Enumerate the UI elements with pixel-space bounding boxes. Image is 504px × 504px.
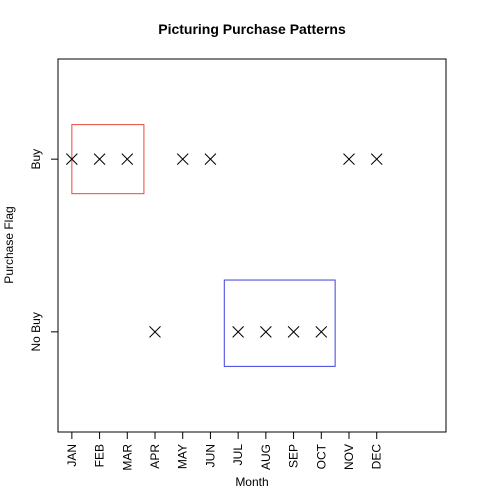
point-may [176, 153, 189, 166]
x-tick-label-aug: AUG [259, 444, 273, 470]
point-jul [232, 325, 244, 338]
x-tick-label-jun: JUN [203, 444, 217, 467]
y-axis: No Buy Buy [29, 149, 58, 352]
chart-title: Picturing Purchase Patterns [158, 21, 346, 37]
x-tick-label-feb: FEB [93, 444, 107, 467]
highlight-box-1 [223, 279, 336, 367]
data-points [66, 153, 383, 338]
x-tick-label-nov: NOV [342, 444, 356, 470]
point-apr [149, 325, 161, 338]
highlight-box-0 [71, 124, 145, 195]
point-sep [287, 325, 300, 338]
point-oct [315, 325, 328, 338]
point-mar [121, 153, 134, 166]
y-tick-label-buy: Buy [29, 149, 43, 170]
x-tick-label-apr: APR [148, 444, 162, 469]
y-tick-label-no-buy: No Buy [29, 312, 43, 351]
x-tick-label-may: MAY [176, 444, 190, 469]
y-axis-label: Purchase Flag [2, 206, 16, 283]
plot-frame [57, 58, 447, 433]
point-feb [93, 153, 106, 166]
point-dec [370, 153, 383, 166]
x-tick-label-sep: SEP [287, 444, 301, 468]
point-jan [66, 153, 78, 166]
x-axis-label: Month [235, 475, 268, 489]
x-tick-label-jan: JAN [65, 444, 79, 467]
point-jun [204, 153, 217, 166]
x-tick-label-mar: MAR [120, 444, 134, 471]
point-nov [343, 153, 355, 166]
x-tick-label-oct: OCT [314, 443, 328, 469]
x-tick-label-jul: JUL [231, 444, 245, 466]
x-axis: JAN FEB MAR APR MAY JUN JUL AUG SEP OCT NOV DEC [65, 432, 384, 471]
x-tick-label-dec: DEC [370, 444, 384, 470]
point-aug [260, 325, 272, 338]
